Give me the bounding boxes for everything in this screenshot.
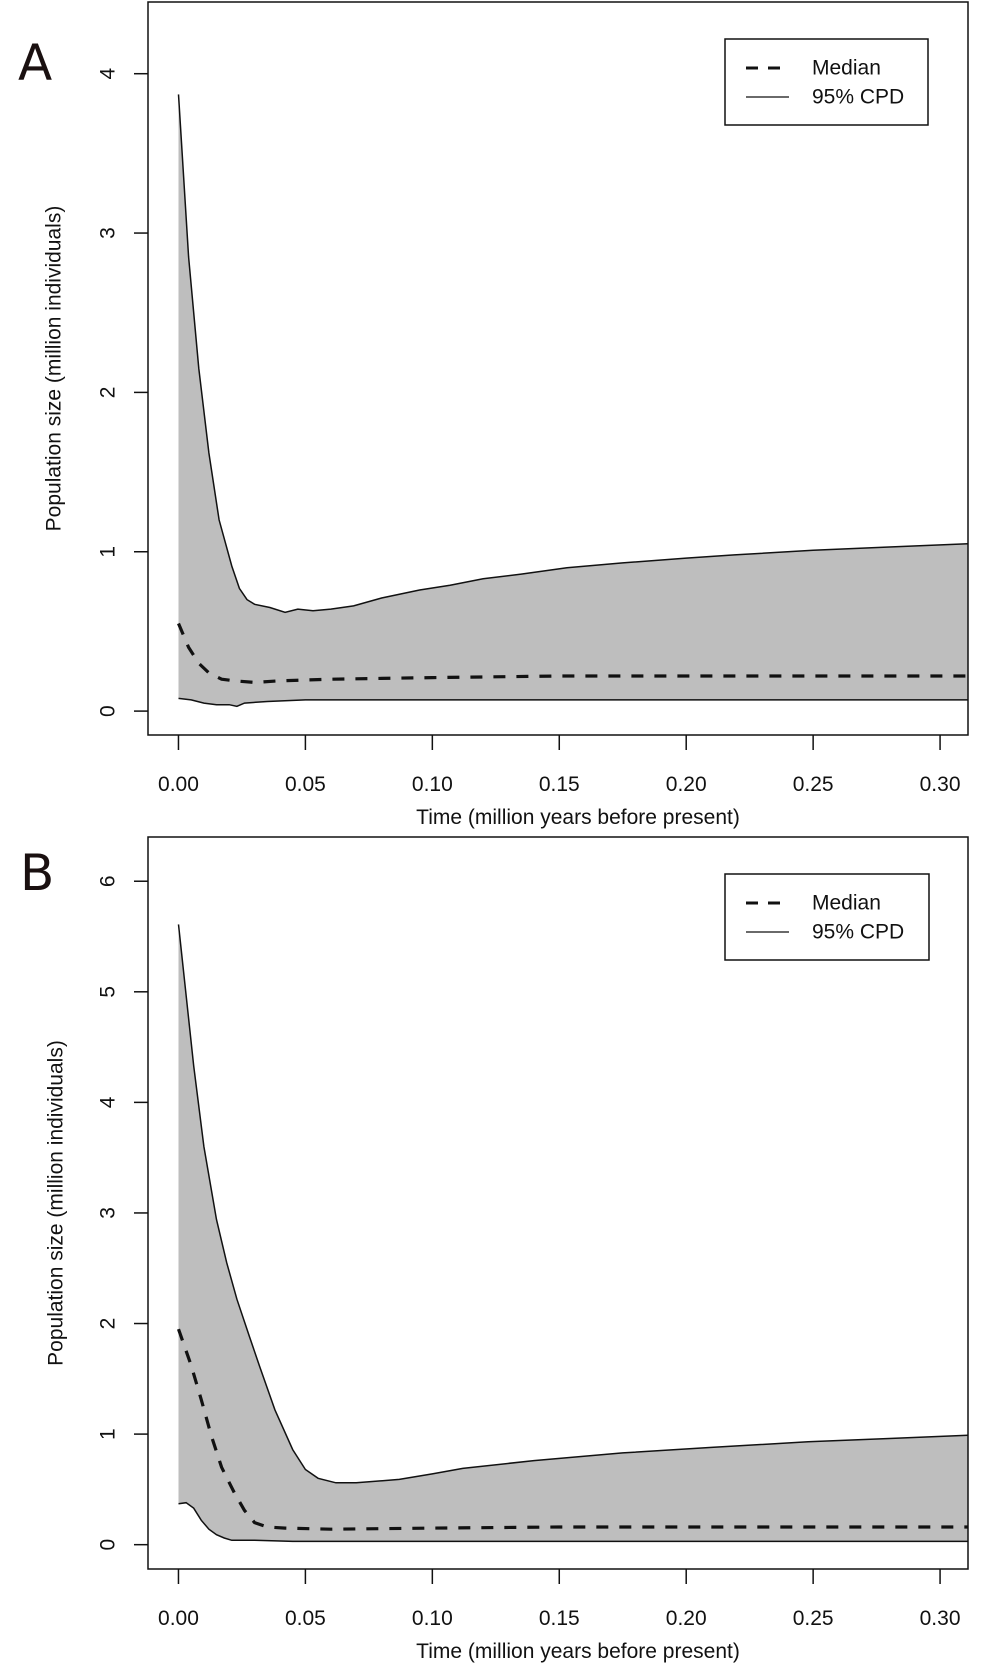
cpd-lower-line [178, 1501, 968, 1543]
x-tick-label: 0.20 [666, 1607, 707, 1630]
x-tick-label: 0.05 [285, 1607, 326, 1630]
panel-letter: A [18, 34, 52, 92]
x-tick-label: 0.05 [285, 773, 326, 796]
x-tick-label: 0.00 [158, 773, 199, 796]
x-tick-label: 0.30 [920, 773, 961, 796]
plot-area [176, 924, 969, 1543]
panel-a: A 0.00 0.05 0.10 0.15 0.20 0.25 0.30 0 1 2 3 4 Tim… [18, 1, 969, 829]
y-tick-label: 0 [97, 1539, 120, 1551]
y-tick-label: 1 [97, 1428, 120, 1440]
x-tick-label: 0.25 [793, 1607, 834, 1630]
legend-box [724, 38, 929, 126]
y-axis-title: Population size (million individuals) [43, 206, 66, 532]
x-tick-label: 0.10 [412, 1607, 453, 1630]
x-tick-label: 0.20 [666, 773, 707, 796]
cpd-upper-line [177, 924, 969, 1484]
y-tick-label: 5 [97, 986, 120, 998]
y-tick-label: 3 [97, 227, 120, 239]
panel-letter: B [20, 844, 54, 902]
cpd-band-area [178, 924, 968, 1542]
y-tick-label: 6 [97, 875, 120, 887]
legend-label-cpd: 95% CPD [812, 86, 904, 109]
y-tick-label: 1 [97, 546, 120, 558]
legend: Median 95% CPD [724, 38, 929, 126]
x-tick-label: 0.15 [539, 1607, 580, 1630]
x-tick-label: 0.15 [539, 773, 580, 796]
y-tick-label: 3 [97, 1207, 120, 1219]
x-axis-title: Time (million years before present) [416, 806, 740, 829]
x-axis-title: Time (million years before present) [416, 1640, 740, 1663]
cpd-upper-line [177, 94, 969, 614]
y-axis: 0 1 2 3 4 [97, 68, 148, 717]
legend-label-cpd: 95% CPD [812, 921, 904, 944]
legend-box [724, 873, 930, 961]
y-tick-label: 4 [97, 68, 120, 80]
legend-label-median: Median [812, 892, 881, 915]
y-tick-label: 2 [97, 387, 120, 399]
median-line [177, 622, 968, 685]
median-line [176, 1328, 968, 1531]
y-tick-label: 0 [97, 705, 120, 717]
legend: Median 95% CPD [724, 873, 930, 961]
x-axis: 0.00 0.05 0.10 0.15 0.20 0.25 0.30 [158, 735, 961, 796]
x-axis: 0.00 0.05 0.10 0.15 0.20 0.25 0.30 [158, 1569, 961, 1630]
plot-frame [147, 1, 969, 736]
x-tick-label: 0.25 [793, 773, 834, 796]
cpd-band-area [178, 94, 968, 707]
plot-area [177, 94, 969, 708]
panel-b: B 0.00 0.05 0.10 0.15 0.20 0.25 0.30 0 1 2 3 4 5 6 T… [20, 836, 969, 1663]
x-tick-label: 0.10 [412, 773, 453, 796]
cpd-lower-line [178, 697, 968, 708]
y-axis: 0 1 2 3 4 5 6 [97, 875, 148, 1551]
x-tick-label: 0.30 [920, 1607, 961, 1630]
y-axis-title: Population size (million individuals) [45, 1040, 68, 1366]
plot-frame [147, 836, 969, 1570]
y-tick-label: 2 [97, 1318, 120, 1330]
y-tick-label: 4 [97, 1096, 120, 1108]
x-tick-label: 0.00 [158, 1607, 199, 1630]
legend-label-median: Median [812, 57, 881, 80]
